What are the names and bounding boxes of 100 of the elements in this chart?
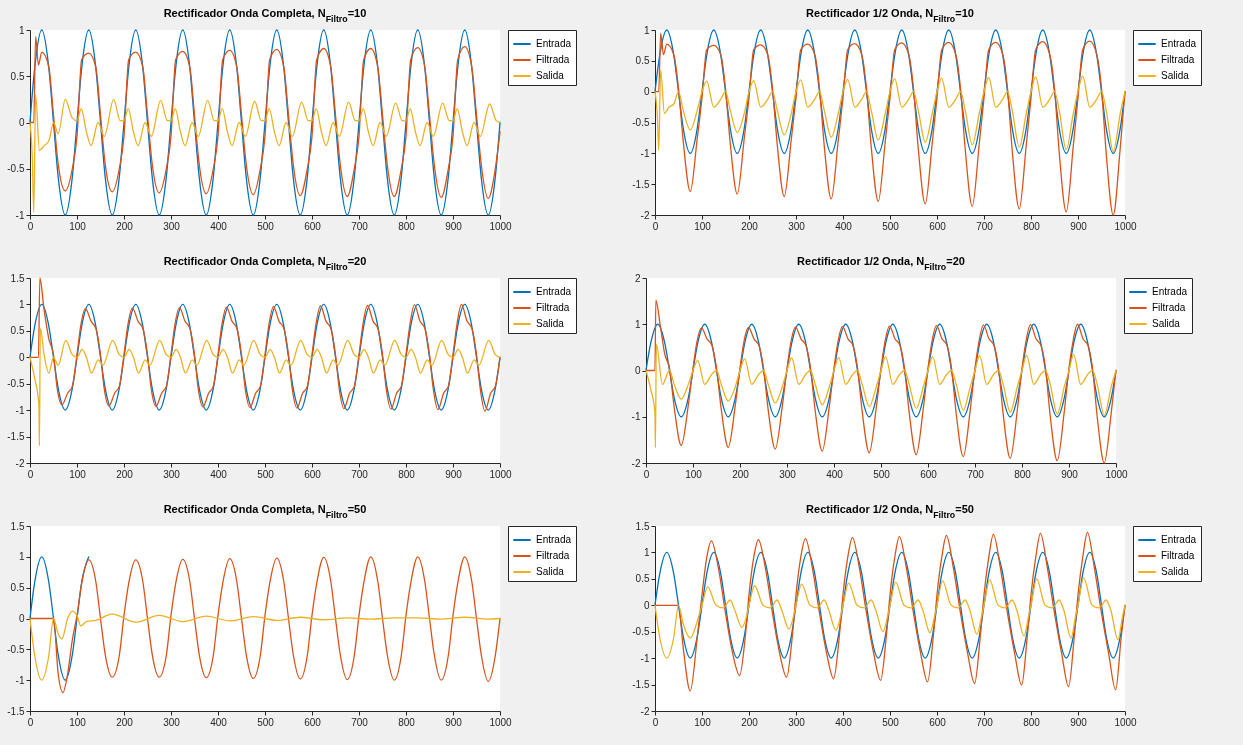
legend-label: Filtrada [1161,550,1195,561]
x-tick-label: 300 [163,716,181,728]
x-tick-label: 400 [826,468,844,480]
x-tick-label: 600 [920,468,938,480]
y-tick-label: -1 [15,674,25,686]
legend-label: Salida [1161,70,1190,81]
x-tick-label: 200 [732,468,750,480]
x-tick-label: 100 [69,220,87,232]
y-tick-label: 1.5 [635,520,650,532]
y-tick-label: 1.5 [10,272,25,284]
x-tick-label: 100 [694,716,712,728]
y-tick-label: -1 [15,404,25,416]
x-tick-label: 0 [27,716,34,728]
y-tick-label: 2 [634,272,641,284]
y-tick-label: 1 [18,24,25,36]
x-tick-label: 500 [257,716,275,728]
y-tick-label: 0 [18,613,25,624]
legend-label: Entrada [1161,38,1197,49]
legend-label: Salida [536,70,565,81]
line-series [645,343,1117,449]
x-tick-label: 300 [163,220,181,232]
y-tick-label: -0.5 [632,117,650,128]
y-tick-label: -2 [631,457,641,469]
x-tick-label: 500 [873,468,891,480]
x-tick-label: 500 [882,220,900,232]
y-tick-label: 1 [643,546,650,558]
legend-label: Salida [1161,566,1190,577]
x-tick-label: 200 [116,220,134,232]
chart-title: Rectificador Onda Completa, N$_{Filtro}$=50 [163,503,367,520]
legend-label: Filtrada [536,302,570,313]
x-tick-label: 700 [351,220,369,232]
y-tick-label: -2 [640,705,650,717]
x-tick-label: 300 [779,468,797,480]
x-tick-label: 900 [445,716,463,728]
line-series [654,551,1126,659]
chart-title: Rectificador 1/2 Onda, N$_{Filtro}$=20 [797,255,965,272]
x-tick-label: 600 [304,220,322,232]
line-series [654,531,1126,692]
x-tick-label: 300 [788,220,806,232]
legend-label: Filtrada [1161,54,1195,65]
y-tick-label: -0.5 [7,378,25,390]
legend-label: Entrada [536,286,572,297]
x-tick-label: 800 [1014,468,1032,480]
y-tick-label: 0.5 [635,573,650,585]
x-tick-label: 500 [882,716,900,728]
x-tick-label: 1000 [1114,716,1138,728]
x-tick-label: 300 [788,716,806,728]
y-tick-label: -1 [640,147,650,159]
x-tick-label: 600 [304,716,322,728]
y-tick-label: 0.5 [10,582,25,594]
legend-label: Filtrada [536,550,570,561]
legend-label: Filtrada [536,54,570,65]
y-tick-label: -1.5 [7,705,25,717]
x-tick-label: 400 [835,716,853,728]
x-tick-label: 1000 [1114,220,1138,232]
y-tick-label: 1 [634,318,641,330]
x-tick-label: 500 [257,220,275,232]
y-tick-label: -1.5 [632,178,650,190]
chart-title: Rectificador 1/2 Onda, N$_{Filtro}$=10 [806,7,974,24]
x-tick-label: 700 [967,468,985,480]
line-series [654,32,1126,216]
y-tick-label: 1 [643,24,650,36]
y-tick-label: -1.5 [632,679,650,691]
x-tick-label: 700 [351,468,369,480]
x-tick-label: 900 [1070,220,1088,232]
y-tick-label: -0.5 [632,626,650,638]
y-tick-label: -0.5 [7,163,25,175]
legend-label: Filtrada [1152,302,1186,313]
legend-label: Entrada [1152,286,1188,297]
x-tick-label: 300 [163,468,181,480]
x-tick-label: 700 [351,716,369,728]
legend-label: Entrada [1161,534,1197,545]
x-tick-label: 100 [694,220,712,232]
y-tick-label: -1.5 [7,431,25,443]
chart-title: Rectificador 1/2 Onda, N$_{Filtro}$=50 [806,503,974,520]
legend-label: Entrada [536,534,572,545]
x-tick-label: 700 [976,716,994,728]
x-tick-label: 400 [210,468,228,480]
x-tick-label: 200 [741,220,759,232]
x-tick-label: 900 [445,220,463,232]
x-tick-label: 100 [685,468,703,480]
y-tick-label: 0 [18,351,25,363]
x-tick-label: 900 [1061,468,1079,480]
chart-title: Rectificador Onda Completa, N$_{Filtro}$=20 [163,255,367,272]
legend-label: Salida [536,566,565,577]
y-tick-label: 0 [634,365,641,376]
y-tick-label: 0 [643,86,650,98]
y-tick-label: -1 [640,652,650,664]
y-tick-label: -1 [631,411,641,423]
y-tick-label: 1 [18,551,25,563]
x-tick-label: 400 [835,220,853,232]
line-series [29,277,501,412]
x-tick-label: 400 [210,220,228,232]
x-tick-label: 400 [210,716,228,728]
line-series [29,610,501,681]
x-tick-label: 800 [1023,716,1041,728]
y-tick-label: 1.5 [10,520,25,532]
x-tick-label: 800 [398,220,416,232]
x-tick-label: 800 [1023,220,1041,232]
legend-label: Salida [1152,318,1181,329]
